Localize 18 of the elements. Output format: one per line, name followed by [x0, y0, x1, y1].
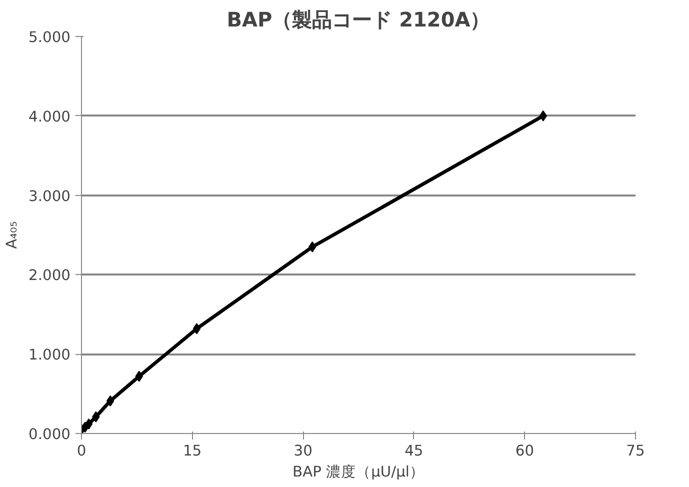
y-tick-label: 5.000	[28, 29, 71, 46]
point	[192, 323, 201, 334]
x-tick-label: 0	[76, 442, 86, 460]
x-tick-label: 15	[182, 442, 202, 460]
y-tick-label: 0.000	[28, 426, 71, 443]
x-axis-title: BAP 濃度（μU/μl）	[292, 464, 424, 480]
point	[106, 395, 114, 406]
y-tick-label: 2.000	[28, 267, 71, 284]
chart-title: BAP（製品コード 2120A）	[226, 8, 490, 32]
x-tick-label: 45	[404, 442, 424, 460]
y-tick-label: 1.000	[28, 346, 71, 364]
x-tick-label: 60	[515, 442, 534, 460]
x-tick-label: 75	[626, 442, 645, 460]
y-tick-label: 4.000	[28, 108, 71, 126]
y-tick-label: 3.000	[28, 188, 71, 205]
y-axis-title: A₄₀₅	[4, 221, 21, 249]
x-tick-label: 30	[294, 442, 312, 460]
point	[84, 418, 93, 430]
